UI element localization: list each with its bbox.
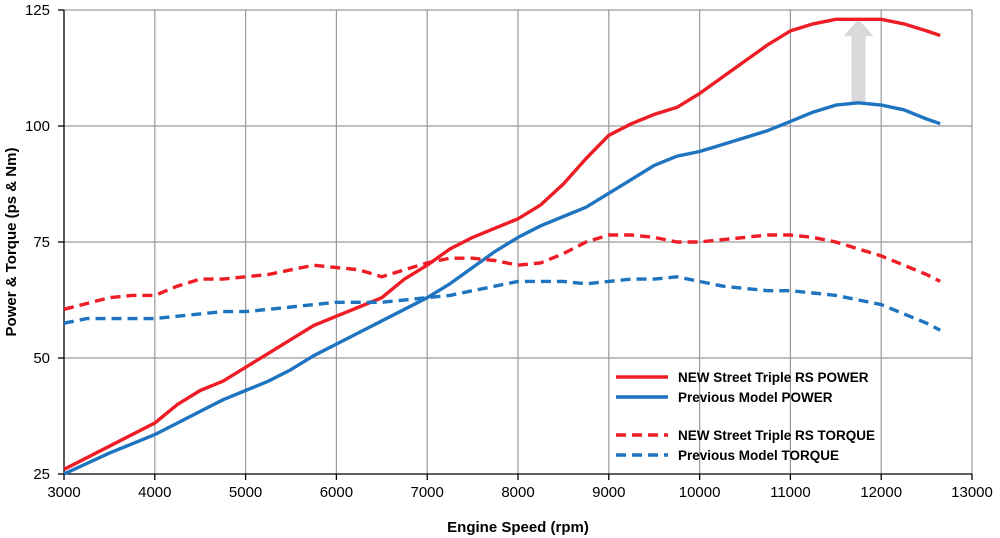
x-tick-label: 4000 (138, 484, 171, 501)
y-tick-label: 25 (33, 466, 50, 483)
x-axis-title: Engine Speed (rpm) (447, 519, 589, 536)
y-tick-label: 50 (33, 350, 50, 367)
peak-gain-arrow (843, 19, 874, 103)
up-arrow-icon (843, 19, 874, 103)
x-tick-label: 12000 (860, 484, 902, 501)
series-lines (63, 17, 941, 476)
y-tick-label: 100 (25, 118, 50, 135)
tick-labels: 3000 4000 5000 6000 7000 8000 9000 10000 11000 12… (25, 2, 993, 501)
series-line-4 (63, 275, 941, 332)
y-tick-label: 75 (33, 234, 50, 251)
grid (64, 9, 973, 474)
x-tick-label: 9000 (592, 484, 625, 501)
x-tick-label: 3000 (47, 484, 80, 501)
x-tick-label: 7000 (411, 484, 444, 501)
axes (58, 9, 973, 480)
x-tick-label: 5000 (229, 484, 262, 501)
legend-label-2: Previous Model POWER (678, 390, 833, 405)
y-tick-label: 125 (25, 2, 50, 19)
x-tick-label: 11000 (770, 484, 811, 501)
legend-label-4: Previous Model TORQUE (678, 448, 839, 463)
x-tick-label: 6000 (320, 484, 353, 501)
legend: NEW Street Triple RS POWER Previous Model… (616, 370, 875, 463)
series-line-2 (63, 101, 941, 476)
x-tick-label: 13000 (951, 484, 993, 501)
x-tick-label: 8000 (501, 484, 534, 501)
series-line-3 (63, 233, 941, 311)
x-tick-label: 10000 (679, 484, 721, 501)
legend-label-3: NEW Street Triple RS TORQUE (678, 428, 875, 443)
series-line-1 (63, 17, 941, 471)
y-axis-title: Power & Torque (ps & Nm) (3, 148, 20, 337)
legend-label-1: NEW Street Triple RS POWER (678, 370, 869, 385)
